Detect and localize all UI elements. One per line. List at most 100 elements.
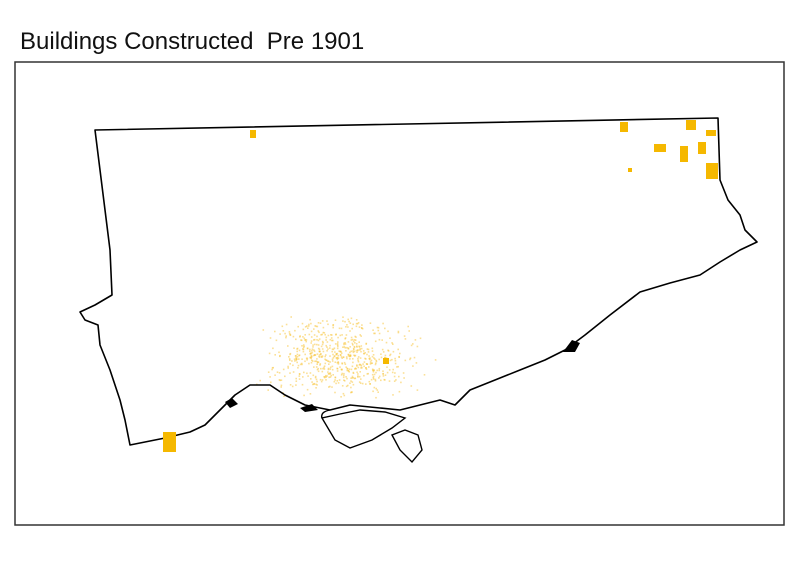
building-point	[384, 356, 386, 359]
building-point	[363, 361, 366, 363]
building-point	[352, 344, 354, 346]
building-point	[311, 381, 313, 383]
building-point	[320, 334, 322, 336]
building-point	[351, 342, 354, 345]
building-point	[346, 369, 348, 372]
building-point	[306, 372, 308, 375]
building-point	[344, 363, 347, 365]
building-point	[333, 347, 336, 349]
building-point	[337, 341, 339, 343]
building-point	[302, 328, 305, 331]
building-point	[321, 356, 323, 358]
building-point	[304, 339, 306, 341]
map-title: Buildings Constructed Pre 1901	[20, 28, 365, 55]
building-point	[359, 371, 361, 373]
building-point	[318, 354, 321, 356]
building-point	[316, 363, 318, 365]
building-point	[352, 323, 354, 326]
building-point	[356, 365, 358, 367]
building-point	[389, 359, 392, 362]
building-point	[313, 328, 315, 330]
building-point	[336, 356, 339, 359]
building-point	[316, 358, 318, 360]
building-point	[313, 366, 315, 368]
building-point	[349, 355, 351, 358]
building-point	[319, 353, 322, 356]
building-point	[323, 332, 326, 334]
building-point	[310, 336, 313, 338]
building-point	[331, 339, 333, 342]
building-point	[323, 365, 326, 367]
building-point	[416, 389, 419, 391]
building-point	[301, 358, 303, 360]
building-point	[275, 339, 278, 342]
building-point	[397, 348, 399, 351]
building-point	[347, 370, 350, 372]
building-point	[350, 339, 353, 341]
building-point	[331, 348, 334, 350]
building-point	[330, 337, 333, 339]
building-point	[412, 365, 414, 367]
building-point	[300, 362, 303, 365]
building-point	[363, 352, 365, 355]
building-point	[347, 347, 350, 349]
building-point	[356, 351, 358, 353]
building-point	[336, 370, 339, 372]
building-point	[377, 326, 380, 329]
building-point	[289, 359, 291, 361]
building-point	[296, 356, 299, 358]
building-point	[315, 360, 318, 362]
building-point	[295, 380, 298, 382]
building-point	[324, 358, 326, 361]
building-point	[370, 359, 373, 362]
building-point	[402, 372, 405, 374]
building-point	[308, 323, 310, 326]
building-point	[310, 354, 313, 357]
building-point	[352, 383, 355, 386]
building-point	[392, 343, 394, 345]
building-point	[350, 368, 353, 371]
building-point	[369, 322, 372, 324]
building-point	[307, 375, 309, 377]
building-point	[385, 341, 388, 344]
building-point	[326, 341, 329, 343]
building-point	[343, 343, 345, 346]
building-point	[282, 330, 285, 332]
building-point	[352, 358, 354, 360]
building-point	[295, 338, 297, 341]
building-point	[280, 384, 283, 387]
building-point	[354, 342, 356, 344]
building-point	[337, 357, 340, 360]
building-point	[295, 356, 297, 359]
building-point	[304, 334, 306, 336]
building-point	[316, 384, 318, 386]
building-point	[368, 366, 370, 368]
building-point	[360, 345, 363, 347]
building-point	[296, 353, 299, 356]
building-point	[289, 352, 292, 355]
building-point	[326, 375, 328, 377]
building-point	[321, 355, 324, 357]
building-point	[283, 395, 285, 397]
building-point	[398, 390, 401, 393]
building-point	[382, 375, 385, 377]
building-point	[317, 339, 320, 342]
building-point	[378, 375, 381, 378]
building-point	[389, 337, 391, 339]
building-point	[397, 330, 400, 333]
building-point	[372, 371, 375, 373]
building-point	[356, 364, 358, 366]
building-point	[386, 371, 389, 374]
building-point	[419, 337, 422, 340]
building-point	[296, 350, 298, 353]
building-point	[369, 358, 371, 361]
building-point	[352, 361, 354, 364]
building-point	[387, 349, 389, 352]
building-point	[335, 382, 337, 385]
building-point	[353, 346, 356, 349]
building-point	[317, 361, 320, 363]
building-point	[358, 326, 361, 328]
building-point	[394, 359, 397, 362]
building-point	[349, 354, 352, 356]
building-point	[345, 385, 348, 388]
